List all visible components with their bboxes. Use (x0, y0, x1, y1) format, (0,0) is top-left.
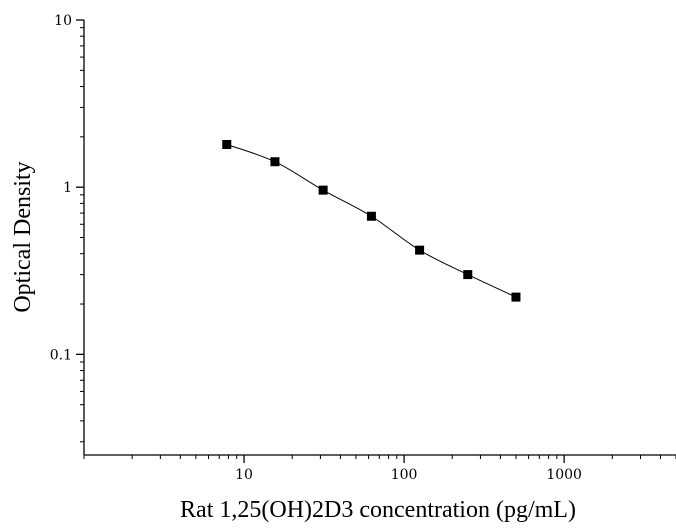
x-tick-label: 100 (391, 467, 418, 483)
x-axis-ticks: 10 100 1000 (83, 455, 676, 483)
x-tick-label: 1000 (546, 467, 582, 483)
y-axis-title: Optical Density (10, 161, 36, 312)
x-tick-label: 10 (235, 467, 253, 483)
fit-curve-line (226, 144, 517, 298)
data-point (366, 211, 376, 221)
data-points (222, 140, 521, 302)
y-axis-ticks: 0.1 1 10 (50, 13, 84, 443)
data-point (318, 185, 328, 195)
y-tick-label: 0.1 (50, 347, 72, 363)
y-tick-label: 10 (54, 13, 72, 29)
x-axis-title: Rat 1,25(OH)2D3 concentration (pg/mL) (180, 497, 576, 523)
y-tick-label: 1 (63, 180, 72, 196)
data-point (222, 140, 232, 149)
data-point (511, 292, 521, 302)
data-point (415, 245, 425, 255)
data-point (463, 270, 473, 280)
plot-area: 10 100 1000 0.1 1 10 (50, 13, 676, 483)
data-point (270, 157, 280, 167)
